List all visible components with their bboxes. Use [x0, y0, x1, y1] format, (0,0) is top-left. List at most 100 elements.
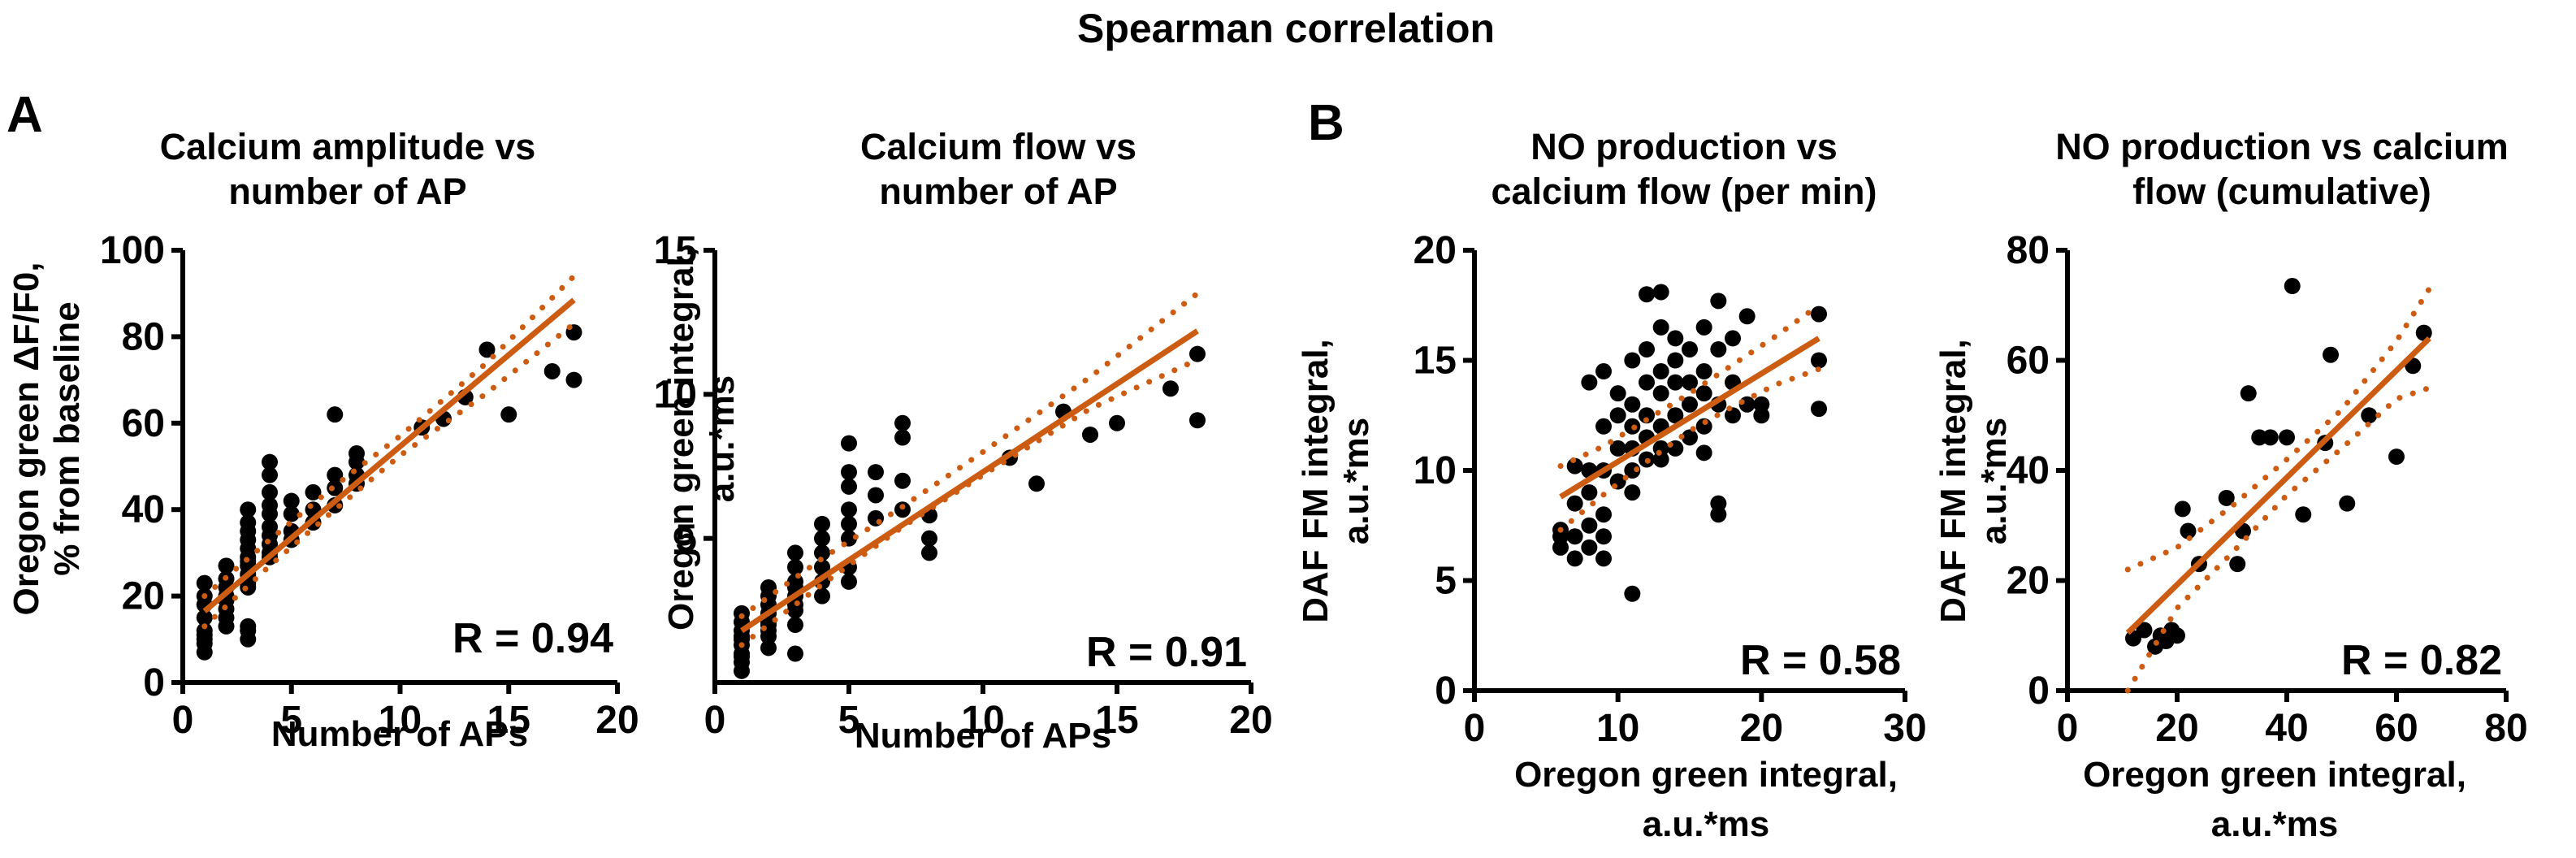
- x-axis-label: Oregon green integral,: [2083, 755, 2466, 795]
- data-point: [2136, 622, 2153, 639]
- x-tick-label: 20: [595, 699, 639, 742]
- x-tick-label: 20: [1740, 707, 1783, 750]
- data-point: [2323, 346, 2339, 363]
- data-point: [1725, 330, 1741, 347]
- ci-lower-line: [738, 357, 1201, 648]
- data-point: [565, 371, 582, 388]
- y-tick-label: 60: [122, 402, 165, 445]
- chart-title: Calcium amplitude vs number of AP: [160, 126, 536, 212]
- ci-lower-line: [2124, 384, 2432, 694]
- x-tick-label: 80: [2484, 707, 2527, 750]
- x-axis-label: Number of APs: [855, 716, 1111, 756]
- data-point: [1609, 440, 1626, 457]
- data-point: [1581, 539, 1598, 556]
- fit-line: [1559, 336, 1821, 500]
- y-tick-label: 80: [2007, 229, 2050, 272]
- y-tick-label: 20: [2007, 560, 2050, 603]
- y-tick-label: 0: [1435, 670, 1457, 713]
- chart-no-production-per-min: NO production vs calcium flow (per min) DA…: [1296, 126, 1927, 844]
- x-tick-label: 30: [1883, 707, 1926, 750]
- data-point: [240, 501, 257, 518]
- data-point: [305, 483, 322, 500]
- data-point: [262, 453, 278, 470]
- data-point: [327, 466, 344, 483]
- x-tick-label: 0: [704, 699, 726, 742]
- data-point: [1811, 401, 1827, 418]
- data-point: [814, 587, 830, 604]
- data-point: [1811, 306, 1827, 323]
- ci-upper-line: [738, 290, 1201, 619]
- data-point: [734, 628, 750, 645]
- data-point: [1695, 318, 1712, 336]
- x-tick-label: 60: [2375, 707, 2418, 750]
- data-point: [760, 639, 777, 656]
- x-tick-label: 15: [1095, 699, 1138, 742]
- data-point: [1695, 444, 1712, 462]
- chart-title: NO production vs calcium flow (cumulative…: [2055, 126, 2509, 212]
- data-point: [1189, 345, 1206, 362]
- data-point: [1652, 318, 1669, 336]
- y-axis-label: DAF FM integral,: [1933, 339, 1973, 623]
- y-tick-label: 5: [1435, 560, 1457, 603]
- data-point: [500, 406, 517, 423]
- data-point: [2169, 627, 2185, 644]
- data-point: [1710, 340, 1727, 358]
- y-axis-label: DAF FM integral,: [1296, 339, 1336, 623]
- ci-lower-line: [1557, 366, 1822, 533]
- data-point: [262, 518, 278, 535]
- y-tick-label: 40: [122, 488, 165, 531]
- panel-label-b: B: [1308, 95, 1344, 151]
- data-point: [814, 515, 830, 532]
- data-point: [894, 414, 911, 431]
- data-point: [1162, 380, 1179, 397]
- y-axis-label: Oregon green ΔF/F0,: [6, 262, 46, 615]
- data-point: [841, 464, 857, 481]
- data-point: [1639, 374, 1655, 391]
- data-point: [1595, 528, 1612, 545]
- x-tick-label: 40: [2265, 707, 2308, 750]
- data-point: [1682, 374, 1698, 391]
- data-point: [1595, 363, 1612, 380]
- y-tick-label: 80: [122, 315, 165, 358]
- data-point: [921, 530, 937, 547]
- data-point: [349, 445, 365, 462]
- x-tick-label: 10: [961, 699, 1004, 742]
- fit-line: [740, 328, 1199, 634]
- y-tick-label: 100: [100, 229, 165, 272]
- panel-label-a: A: [6, 87, 43, 143]
- data-point: [1682, 340, 1698, 358]
- data-point: [841, 478, 857, 495]
- data-point: [1595, 418, 1612, 435]
- data-point: [1581, 517, 1598, 534]
- data-point: [1595, 506, 1612, 523]
- data-point: [478, 341, 496, 358]
- data-point: [1682, 429, 1698, 446]
- y-tick-label: 0: [2028, 670, 2050, 713]
- data-point: [218, 557, 235, 574]
- y-tick-label: 5: [675, 518, 697, 561]
- data-point: [921, 544, 937, 561]
- data-point: [2262, 429, 2279, 446]
- data-point: [1811, 352, 1827, 369]
- ci-upper-line: [201, 273, 577, 600]
- x-tick-label: 5: [280, 699, 302, 742]
- data-point: [2361, 407, 2378, 424]
- y-tick-label: 15: [1414, 340, 1457, 383]
- data-point: [1710, 292, 1727, 310]
- data-point: [2295, 506, 2312, 523]
- data-point: [327, 406, 344, 423]
- data-point: [787, 617, 803, 634]
- y-axis-label: a.u.*ms: [1336, 418, 1376, 545]
- data-point: [1667, 330, 1684, 347]
- y-tick-label: 20: [1414, 229, 1457, 272]
- data-point: [1566, 528, 1583, 545]
- data-point: [894, 429, 911, 446]
- data-point: [1652, 451, 1669, 468]
- data-point: [1667, 374, 1684, 391]
- data-point: [1639, 286, 1655, 303]
- y-tick-label: 20: [122, 575, 165, 618]
- correlation-label: R = 0.91: [1086, 629, 1247, 676]
- data-point: [841, 435, 857, 452]
- x-tick-label: 10: [1596, 707, 1639, 750]
- data-point: [1028, 475, 1045, 492]
